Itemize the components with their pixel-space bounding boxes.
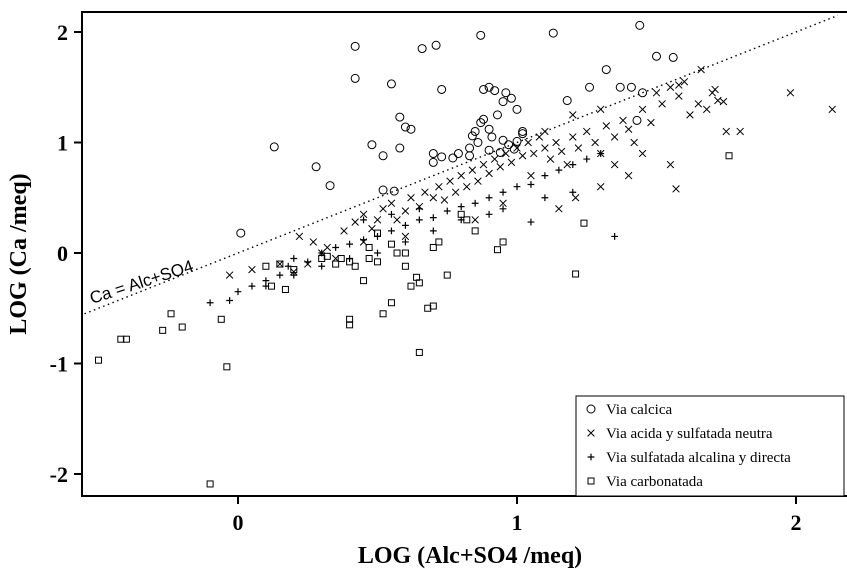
- legend-label: Via carbonatada: [606, 474, 703, 490]
- y-tick-label: 1: [57, 131, 68, 156]
- legend-label: Via acida y sulfatada neutra: [606, 426, 773, 442]
- legend: Via calcica Via acida y sulfatada neutra V…: [576, 396, 844, 496]
- legend-label: Via sulfatada alcalina y directa: [606, 450, 791, 466]
- y-tick-label: 0: [57, 241, 68, 266]
- legend-label: Via calcica: [606, 402, 672, 418]
- y-axis-ticks: 2 1 0 -1 -2: [50, 20, 82, 487]
- y-tick-label: -1: [50, 352, 68, 377]
- x-tick-label: 2: [791, 510, 802, 535]
- x-tick-label: 0: [233, 510, 244, 535]
- x-axis-title: LOG (Alc+SO4 /meq): [358, 543, 582, 569]
- x-tick-label: 1: [512, 510, 523, 535]
- x-axis-ticks: 0 1 2: [233, 496, 802, 535]
- y-tick-label: 2: [57, 20, 68, 45]
- y-tick-label: -2: [50, 462, 68, 487]
- y-axis-title: LOG (Ca /meq): [6, 173, 32, 334]
